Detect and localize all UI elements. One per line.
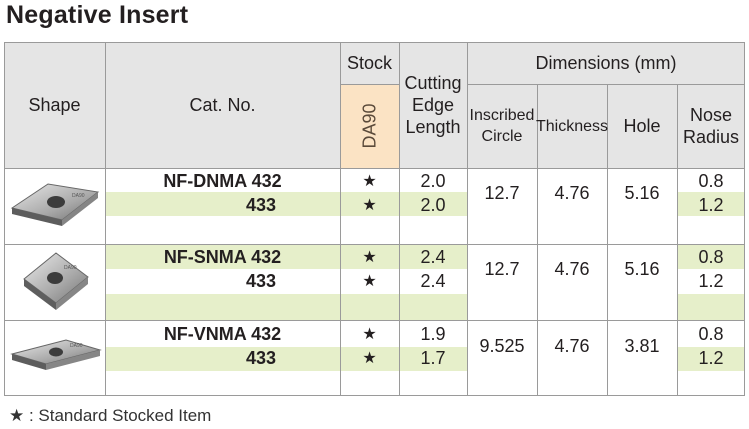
header-grade: DA90 bbox=[359, 103, 380, 149]
cutting-edge-length: 1.9 bbox=[420, 323, 446, 344]
nose-radius: 1.2 bbox=[698, 270, 724, 291]
hole: 5.16 bbox=[624, 182, 660, 203]
cutting-edge-length: 2.4 bbox=[420, 246, 446, 267]
cutting-edge-length: 2.0 bbox=[420, 170, 446, 191]
header-stock: Stock bbox=[346, 53, 393, 73]
nose-radius: 1.2 bbox=[698, 194, 724, 215]
nose-radius: 0.8 bbox=[698, 323, 724, 344]
stock-star: ★ bbox=[362, 273, 377, 290]
footnote: ★ : Standard Stocked Item bbox=[9, 406, 212, 425]
stock-star: ★ bbox=[362, 350, 377, 367]
cat-no: 433 bbox=[245, 194, 276, 215]
thickness: 4.76 bbox=[554, 335, 590, 356]
stock-star: ★ bbox=[362, 197, 377, 214]
rhombic-35-insert-icon: DA90 bbox=[8, 334, 102, 378]
cutting-edge-length: 1.7 bbox=[420, 347, 446, 368]
header-cutting-edge-length: Cutting Edge Length bbox=[404, 73, 462, 137]
hole: 5.16 bbox=[624, 258, 660, 279]
nose-radius: 1.2 bbox=[698, 347, 724, 368]
row-highlight bbox=[105, 347, 467, 371]
row-highlight bbox=[677, 294, 745, 320]
insert-table: Shape Cat. No. Stock DA90 Cutting Edge L… bbox=[4, 42, 745, 396]
cutting-edge-length: 2.0 bbox=[420, 194, 446, 215]
header-nose-radius: Nose Radius bbox=[682, 105, 740, 147]
cat-no: 433 bbox=[245, 270, 276, 291]
thickness: 4.76 bbox=[554, 258, 590, 279]
page-title: Negative Insert bbox=[6, 1, 189, 29]
nose-radius: 0.8 bbox=[698, 170, 724, 191]
inscribed-circle: 12.7 bbox=[484, 182, 520, 203]
header-inscribed-circle: Inscribed Circle bbox=[469, 107, 535, 145]
header-dimensions: Dimensions (mm) bbox=[535, 53, 677, 73]
row-highlight bbox=[677, 347, 745, 371]
svg-text:DA90: DA90 bbox=[70, 343, 83, 349]
cat-no: 433 bbox=[245, 347, 276, 368]
cat-no: NF-VNMA 432 bbox=[163, 323, 282, 344]
header-shape: Shape bbox=[28, 95, 81, 115]
stock-star: ★ bbox=[362, 173, 377, 190]
cat-no: NF-SNMA 432 bbox=[163, 246, 282, 267]
row-highlight bbox=[105, 245, 467, 269]
stock-star: ★ bbox=[362, 249, 377, 266]
header-thickness: Thickness bbox=[535, 117, 609, 135]
table-border bbox=[4, 42, 745, 396]
hole: 3.81 bbox=[624, 335, 660, 356]
svg-text:DA90: DA90 bbox=[72, 193, 85, 199]
stock-grade-cell bbox=[340, 84, 399, 168]
svg-text:DA90: DA90 bbox=[64, 265, 77, 271]
cutting-edge-length: 2.4 bbox=[420, 270, 446, 291]
header-hole: Hole bbox=[623, 116, 661, 136]
nose-radius: 0.8 bbox=[698, 246, 724, 267]
inscribed-circle: 9.525 bbox=[479, 335, 525, 356]
row-highlight bbox=[677, 245, 745, 269]
thickness: 4.76 bbox=[554, 182, 590, 203]
row-highlight bbox=[105, 192, 467, 216]
row-highlight bbox=[105, 294, 467, 320]
rhombic-55-insert-icon: DA90 bbox=[8, 176, 102, 232]
square-insert-icon: DA90 bbox=[18, 249, 94, 315]
inscribed-circle: 12.7 bbox=[484, 258, 520, 279]
row-highlight bbox=[677, 192, 745, 216]
stock-star: ★ bbox=[362, 326, 377, 343]
header-cat-no: Cat. No. bbox=[189, 95, 256, 115]
cat-no: NF-DNMA 432 bbox=[163, 170, 282, 191]
